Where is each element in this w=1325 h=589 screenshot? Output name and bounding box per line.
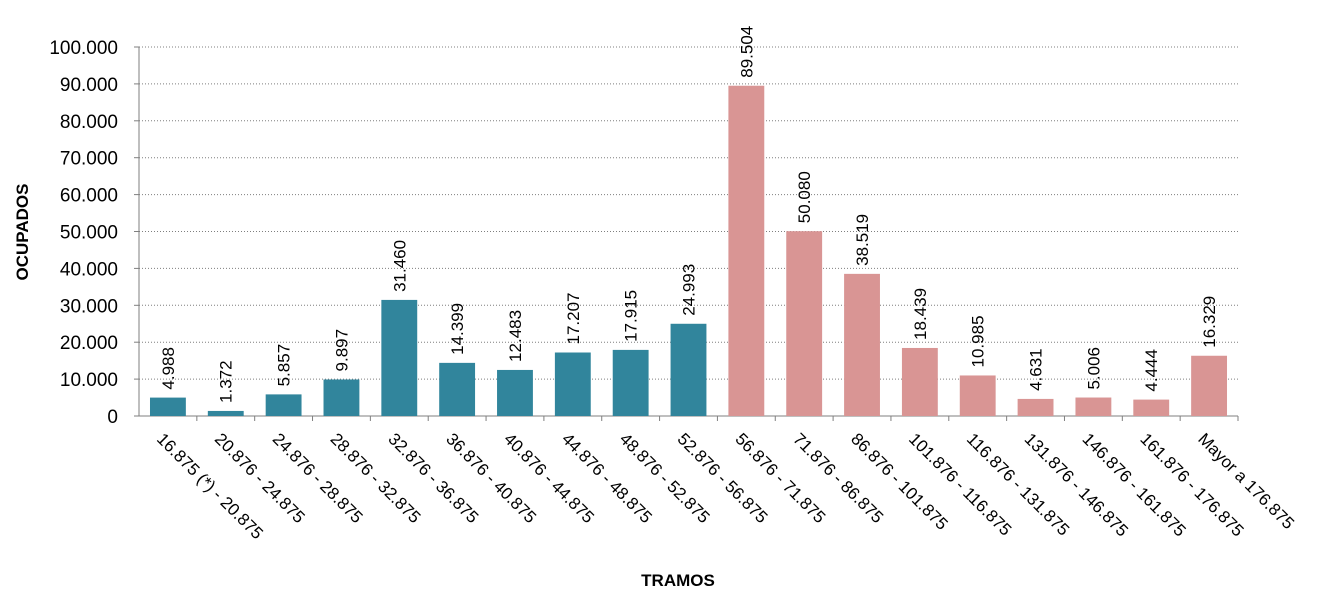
y-tick-labels: 0 10.000 20.000 30.000 40.000 50.000 60.000 70.… (49, 38, 118, 428)
bar (497, 369, 533, 416)
data-label: 89.504 (737, 26, 756, 78)
data-label: 4.631 (1027, 348, 1046, 391)
y-tick-label: 70.000 (60, 149, 118, 170)
data-label: 24.993 (680, 264, 699, 316)
y-tick-label: 40.000 (60, 259, 118, 280)
data-label: 38.519 (853, 214, 872, 266)
y-tick-label: 10.000 (60, 370, 118, 391)
x-tick-label: 86.876 - 101.875 (847, 429, 951, 533)
data-label: 18.439 (911, 288, 930, 340)
bar (265, 394, 302, 416)
x-tick-label: Mayor a 176.875 (1194, 429, 1298, 533)
bar (323, 379, 360, 416)
x-tick-label: 116.876 - 131.875 (963, 429, 1073, 539)
data-label: 17.915 (622, 290, 641, 342)
bar (207, 410, 244, 416)
data-label: 4.988 (159, 347, 178, 390)
x-tick-label: 101.876 - 116.875 (905, 429, 1015, 539)
y-tick-label: 100.000 (49, 38, 118, 59)
bar (959, 375, 996, 416)
bar (1075, 397, 1112, 416)
x-axis-title: TRAMOS (641, 571, 715, 589)
data-label: 9.897 (332, 329, 351, 372)
data-label: 1.372 (217, 360, 236, 403)
x-tick-label: 146.876 - 161.875 (1079, 429, 1190, 540)
bar (786, 231, 823, 416)
y-tick-label: 90.000 (60, 75, 118, 96)
bar (439, 362, 476, 416)
data-label: 12.483 (506, 310, 525, 362)
bar (844, 273, 880, 416)
data-label: 50.080 (795, 171, 814, 223)
bar (149, 397, 186, 416)
bar (1017, 398, 1054, 416)
y-tick-label: 20.000 (60, 333, 118, 354)
data-label: 4.444 (1142, 349, 1161, 392)
bar (728, 85, 765, 417)
data-label: 5.006 (1084, 347, 1103, 390)
x-tick-label: 131.876 - 146.875 (1021, 429, 1132, 540)
bar (670, 323, 707, 416)
bar (554, 352, 591, 416)
y-tick-label: 80.000 (60, 112, 118, 133)
data-labels: 4.988 1.372 5.857 9.897 31.460 14.399 12.483 17… (159, 26, 1219, 403)
data-label: 14.399 (448, 303, 467, 355)
bar (1191, 355, 1228, 416)
x-tick-label: 161.876 - 176.875 (1136, 429, 1247, 540)
bars (149, 85, 1228, 417)
data-label: 10.985 (969, 315, 988, 367)
bar (1133, 399, 1170, 416)
bar (381, 299, 418, 416)
x-tick-label: 16.875 (*) - 20.875 (153, 429, 267, 543)
data-label: 5.857 (275, 344, 294, 387)
y-tick-label: 50.000 (60, 223, 118, 244)
y-axis-title: OCUPADOS (13, 184, 32, 281)
y-tick-label: 30.000 (60, 296, 118, 317)
gridlines (139, 46, 1238, 380)
data-label: 16.329 (1200, 296, 1219, 348)
data-label: 31.460 (390, 240, 409, 292)
y-tick-label: 0 (107, 407, 118, 428)
y-tick-label: 60.000 (60, 186, 118, 207)
bar (612, 349, 649, 416)
bar (901, 347, 938, 416)
data-label: 17.207 (564, 293, 583, 345)
